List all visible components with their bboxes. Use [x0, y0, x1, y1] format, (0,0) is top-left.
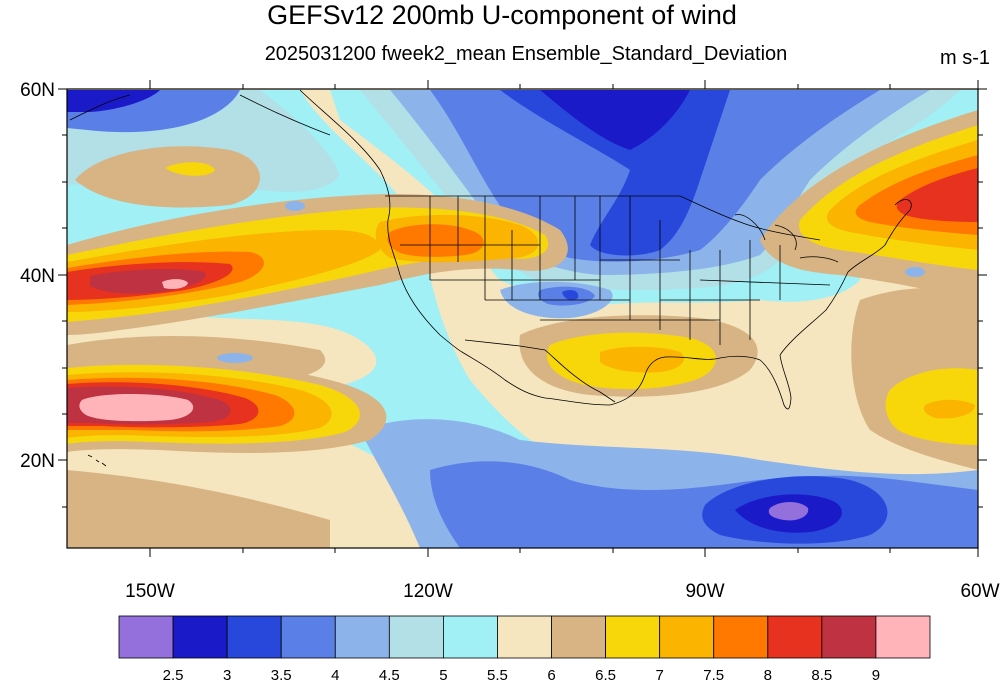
contour-band-2.5-low	[768, 502, 809, 521]
gulf-coastline	[609, 354, 792, 410]
contour-band-8-rockies	[387, 224, 484, 257]
colorbar-swatch	[497, 615, 552, 659]
colorbar-label: 5.5	[487, 667, 508, 683]
map-frame	[66, 88, 979, 549]
colorbar-label: 3.5	[271, 667, 292, 683]
hawaii	[87, 454, 107, 467]
colorbar-swatch	[118, 615, 174, 659]
contour-band-4.5-dot	[217, 353, 253, 363]
contour-band-7.5-east-atl	[923, 399, 975, 419]
colorbar-swatch	[821, 615, 877, 659]
colorbar-label: 7.5	[703, 667, 724, 683]
colorbar-swatch	[280, 615, 336, 659]
colorbar-label: 3	[223, 667, 231, 683]
colorbar-label: 8.5	[811, 667, 832, 683]
contour-band-3-nw	[67, 90, 160, 112]
contour-band-6.5-nepac	[75, 146, 260, 208]
colorbar-label: 4.5	[379, 667, 400, 683]
colorbar-swatch	[172, 615, 228, 659]
colorbar-label: 7	[655, 667, 663, 683]
colorbar-label: 8	[764, 667, 772, 683]
alaska-islands	[69, 94, 331, 136]
contour-band-8.5-atlantic	[896, 168, 978, 222]
contour-band-7-nepac	[165, 162, 215, 176]
great-lakes	[734, 214, 839, 263]
colorbar-label: 6.5	[595, 667, 616, 683]
contour-band-4.5-dot	[905, 267, 925, 277]
colorbar-label: 2.5	[163, 667, 184, 683]
lon-label: 60W	[960, 581, 999, 602]
contour-band-9plus-jet-south	[79, 394, 194, 422]
colorbar-swatch	[713, 615, 769, 659]
contour-band-9plus-jet-north	[162, 279, 188, 289]
colorbar-swatch	[388, 615, 444, 659]
colorbar-swatch	[767, 615, 823, 659]
lat-label: 20N	[20, 451, 55, 472]
colorbar-swatch	[875, 615, 931, 659]
contour-band-4.5-dot	[285, 201, 305, 211]
colorbar-label: 5	[439, 667, 447, 683]
contour-band-3.5-north	[500, 90, 730, 256]
lon-label: 90W	[685, 581, 724, 602]
colorbar-swatch	[605, 615, 661, 659]
mexico-west-coastline	[461, 351, 611, 406]
boundaries	[69, 89, 912, 467]
state-lines	[400, 196, 831, 345]
colorbar-swatch	[659, 615, 715, 659]
colorbar: 2.5 3 3.5 4 4.5 5 5.5 6 6.5 7 7.5 8 8.5 9	[118, 615, 931, 683]
map-title: GEFSv12 200mb U-component of wind	[267, 0, 737, 30]
contour-band-6.5-south	[67, 470, 330, 548]
contour-band-3-north	[540, 90, 690, 150]
tick-marks	[58, 80, 987, 557]
mexico-us-border	[464, 339, 616, 403]
colorbar-label: 4	[331, 667, 339, 683]
lat-label: 60N	[20, 80, 55, 101]
lon-label: 120W	[403, 581, 453, 602]
colorbar-swatch	[442, 615, 498, 659]
colorbar-swatch	[334, 615, 390, 659]
west-coastline	[299, 89, 463, 353]
map-subtitle: 2025031200 fweek2_mean Ensemble_Standard…	[264, 43, 788, 65]
colorbar-swatch	[226, 615, 282, 659]
contour-band-7.5-gulf	[600, 346, 684, 373]
contour-field	[67, 89, 978, 548]
colorbar-swatch	[551, 615, 606, 659]
colorbar-label: 9	[872, 667, 880, 683]
colorbar-label: 6	[547, 667, 555, 683]
canada-us-border	[385, 195, 821, 241]
lon-label: 150W	[125, 581, 175, 602]
contour-band-3.5-central	[562, 290, 579, 300]
lat-label: 40N	[20, 266, 55, 287]
units-label: m s-1	[940, 47, 990, 69]
east-coastline	[779, 199, 912, 356]
